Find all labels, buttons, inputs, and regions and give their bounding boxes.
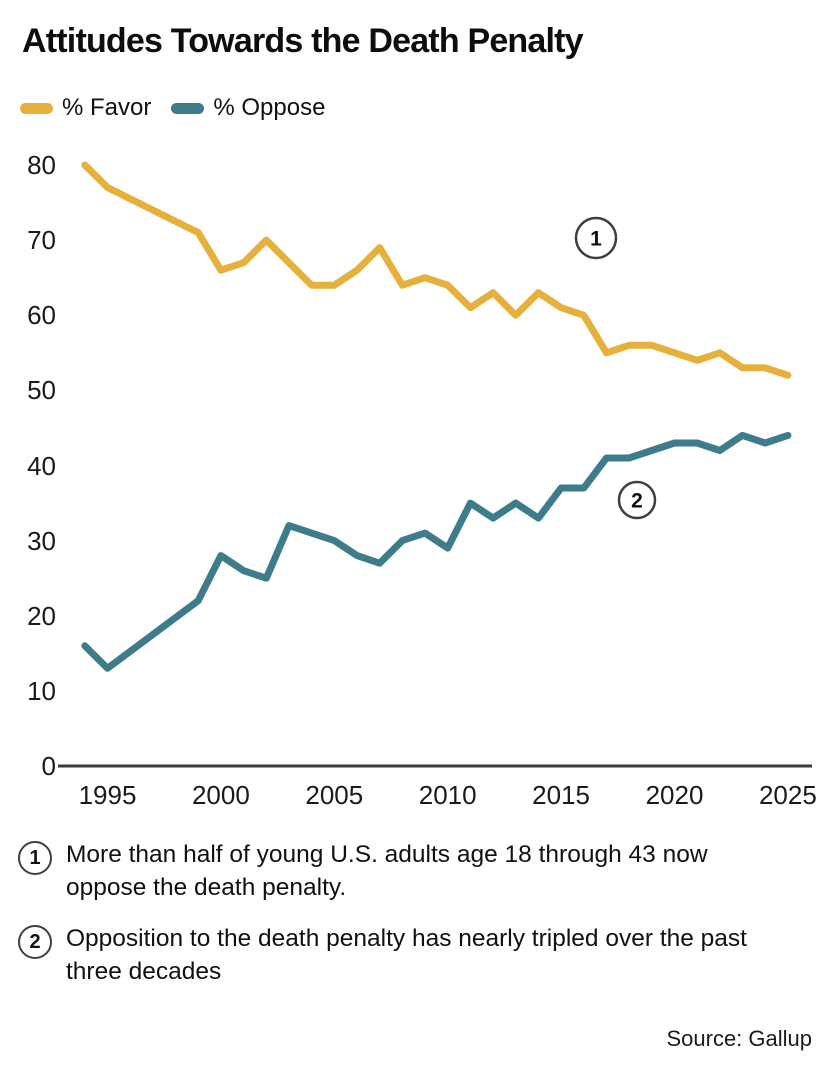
annotation-circle-1: [574, 216, 618, 260]
annotation-number-2: 2: [631, 490, 643, 513]
annotation-circle-2: [617, 480, 657, 520]
annotation-markers: 12: [574, 216, 657, 520]
footnotes: 1 More than half of young U.S. adults ag…: [18, 838, 808, 1006]
footnote-2: 2 Opposition to the death penalty has ne…: [18, 922, 808, 988]
legend-swatch-favor-icon: [20, 102, 53, 114]
legend-label-favor: % Favor: [62, 94, 152, 121]
legend-item-oppose: % Oppose: [171, 94, 325, 122]
favor-line-series: [81, 161, 792, 379]
annotation-number-1: 1: [590, 228, 602, 251]
footnote-1: 1 More than half of young U.S. adults ag…: [18, 838, 808, 904]
footnote-1-text: More than half of young U.S. adults age …: [66, 841, 708, 901]
legend-item-favor: % Favor: [20, 94, 151, 122]
legend-swatch-oppose-icon: [171, 102, 205, 114]
legend-label-oppose: % Oppose: [213, 94, 326, 121]
oppose-line-series: [81, 431, 792, 672]
footnote-2-text: Opposition to the death penalty has near…: [66, 925, 747, 985]
source-attribution: Source: Gallup: [666, 1026, 812, 1051]
chart-title: Attitudes Towards the Death Penalty: [22, 22, 584, 60]
footnote-1-marker-icon: 1: [18, 841, 52, 875]
footnote-2-marker-icon: 2: [18, 925, 52, 959]
legend: % Favor % Oppose: [20, 94, 325, 122]
